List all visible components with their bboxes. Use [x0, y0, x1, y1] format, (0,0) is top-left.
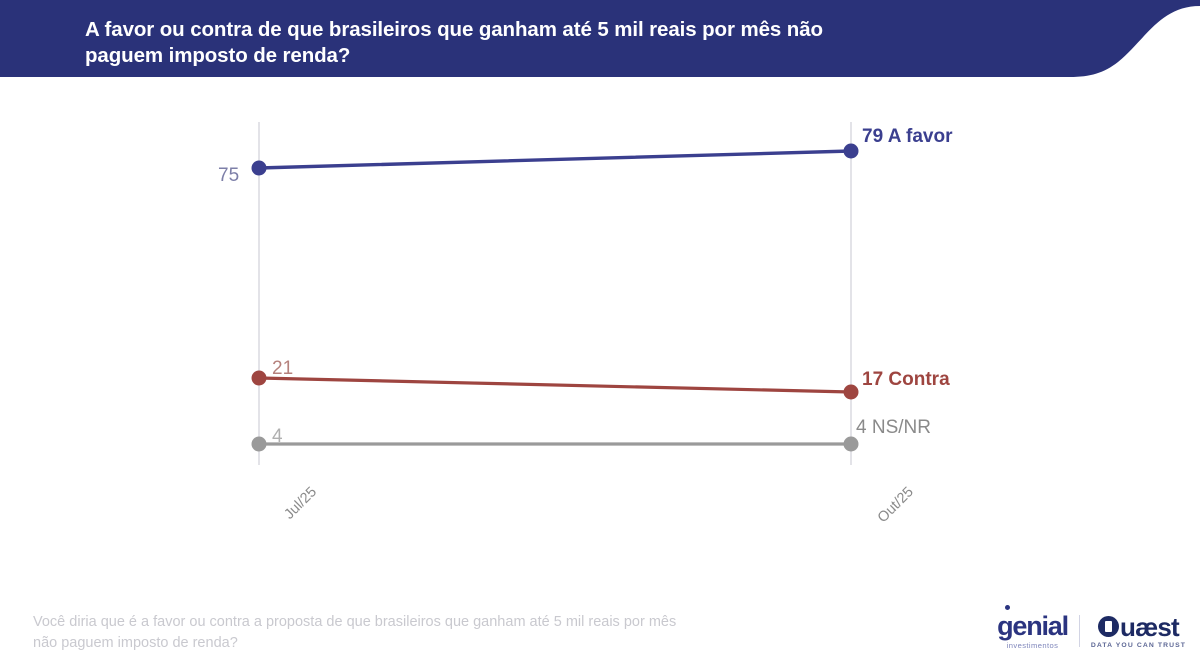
- point-contra-jul25: [251, 370, 267, 386]
- quaest-tagline: DATA YOU CAN TRUST: [1090, 641, 1186, 649]
- point-nsnr-jul25: [251, 436, 267, 452]
- quaest-logo: uæst DATA YOU CAN TRUST: [1091, 614, 1186, 649]
- series-end-label-contra: 17 Contra: [862, 369, 950, 390]
- genial-wordmark: genial: [997, 610, 1069, 641]
- value-label-contra-jul25: 21: [272, 358, 294, 379]
- logo-group: genial investimentos uæst DATA YOU CAN T…: [997, 605, 1186, 654]
- series-line-a-favor: [257, 149, 853, 170]
- value-label-nsnr-jul25: 4: [272, 426, 283, 447]
- point-a-favor-jul25: [251, 160, 267, 176]
- value-label-a-favor-jul25: 75: [218, 165, 240, 186]
- point-nsnr-out25: [843, 436, 859, 452]
- genial-dot-icon: [1005, 605, 1011, 610]
- quaest-wordmark: uæst: [1098, 611, 1180, 642]
- genial-logo: genial investimentos: [997, 605, 1069, 650]
- genial-tagline: investimentos: [1006, 640, 1059, 650]
- header-shape: [0, 0, 1200, 77]
- series-line-contra: [257, 376, 853, 394]
- point-contra-out25: [843, 384, 859, 400]
- series-end-label-nsnr: 4 NS/NR: [856, 417, 931, 438]
- series-end-label-a-favor: 79 A favor: [862, 126, 953, 147]
- page-title: A favor ou contra de que brasileiros que…: [85, 18, 823, 67]
- quaest-wordmark-text: uæst: [1120, 611, 1180, 642]
- line-chart: 75 21 4 79 A favor 17 Contra 4 NS/NR Jul…: [0, 82, 1200, 572]
- point-a-favor-out25: [843, 143, 859, 159]
- question-footnote: Você diria que é a favor ou contra a pro…: [33, 614, 677, 651]
- chart-plot: [251, 122, 859, 465]
- header-banner: A favor ou contra de que brasileiros que…: [0, 0, 1200, 82]
- logo-divider: [1078, 615, 1080, 647]
- quaest-q-icon: [1098, 616, 1119, 637]
